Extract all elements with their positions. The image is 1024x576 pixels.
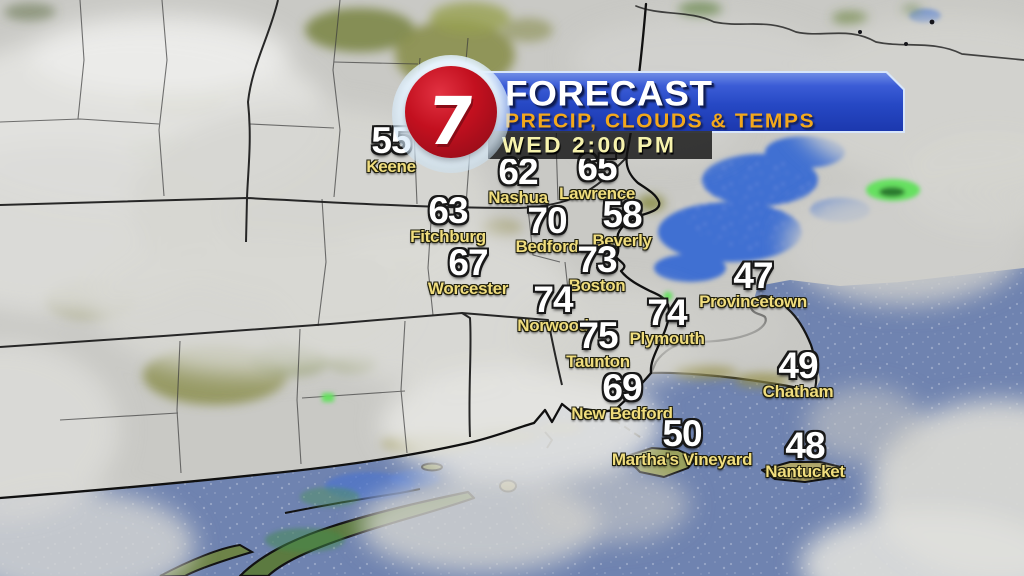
timestamp-bar: WED 2:00 PM	[488, 131, 712, 159]
islands	[421, 415, 846, 493]
ocean-layer	[0, 268, 1024, 576]
forecast-banner: FORECAST PRECIP, CLOUDS & TEMPS	[458, 71, 905, 133]
radar-echo	[322, 179, 920, 402]
banner-title: FORECAST	[505, 74, 713, 114]
forecast-banner-fill: FORECAST PRECIP, CLOUDS & TEMPS	[458, 73, 903, 131]
state-borders	[0, 0, 628, 438]
channel-7-logo-circle	[405, 66, 497, 158]
timestamp-text: WED 2:00 PM	[502, 132, 677, 157]
coastline	[0, 2, 1024, 500]
banner-subtitle: PRECIP, CLOUDS & TEMPS	[505, 110, 816, 133]
channel-7-logo-number: 7	[423, 82, 479, 160]
channel-7-logo: 7	[392, 55, 510, 173]
cloud-layer	[0, 15, 1024, 576]
